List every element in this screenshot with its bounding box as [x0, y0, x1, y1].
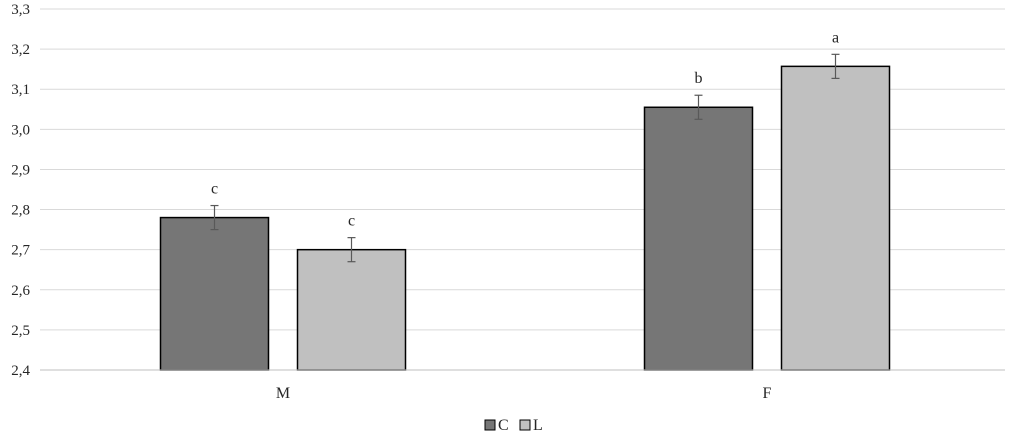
y-tick-label: 3,1 [11, 82, 30, 98]
significance-label: c [211, 181, 218, 198]
legend-label-L: L [533, 417, 543, 434]
bar-L-F [780, 65, 891, 371]
x-category-label: F [763, 385, 772, 402]
x-category-label: M [276, 385, 290, 402]
bar-C-F [643, 106, 754, 371]
legend-swatch-L [519, 419, 531, 431]
y-tick-label: 2,7 [11, 243, 30, 259]
bars [159, 65, 891, 371]
y-tick-label: 3,3 [11, 2, 30, 18]
legend-label-C: C [498, 417, 509, 434]
y-tick-label: 3,2 [11, 42, 30, 58]
y-tick-label: 3,0 [11, 122, 30, 138]
bar-L-M [296, 248, 407, 371]
significance-label: b [695, 70, 703, 87]
y-axis-tick-labels: 2,4 2,5 2,6 2,7 2,8 2,9 3,0 3,1 3,2 3,3 [11, 2, 30, 379]
error-bars [210, 53, 840, 263]
y-tick-label: 2,8 [11, 203, 30, 219]
y-tick-label: 2,6 [11, 283, 30, 299]
y-tick-label: 2,4 [11, 363, 30, 379]
y-tick-label: 2,5 [11, 323, 30, 339]
bar-C-M [159, 216, 270, 371]
legend-swatch-C [484, 419, 496, 431]
significance-label: a [832, 29, 839, 46]
significance-labels: c c b a [211, 29, 839, 229]
y-tick-label: 2,9 [11, 162, 30, 178]
significance-label: c [348, 213, 355, 230]
